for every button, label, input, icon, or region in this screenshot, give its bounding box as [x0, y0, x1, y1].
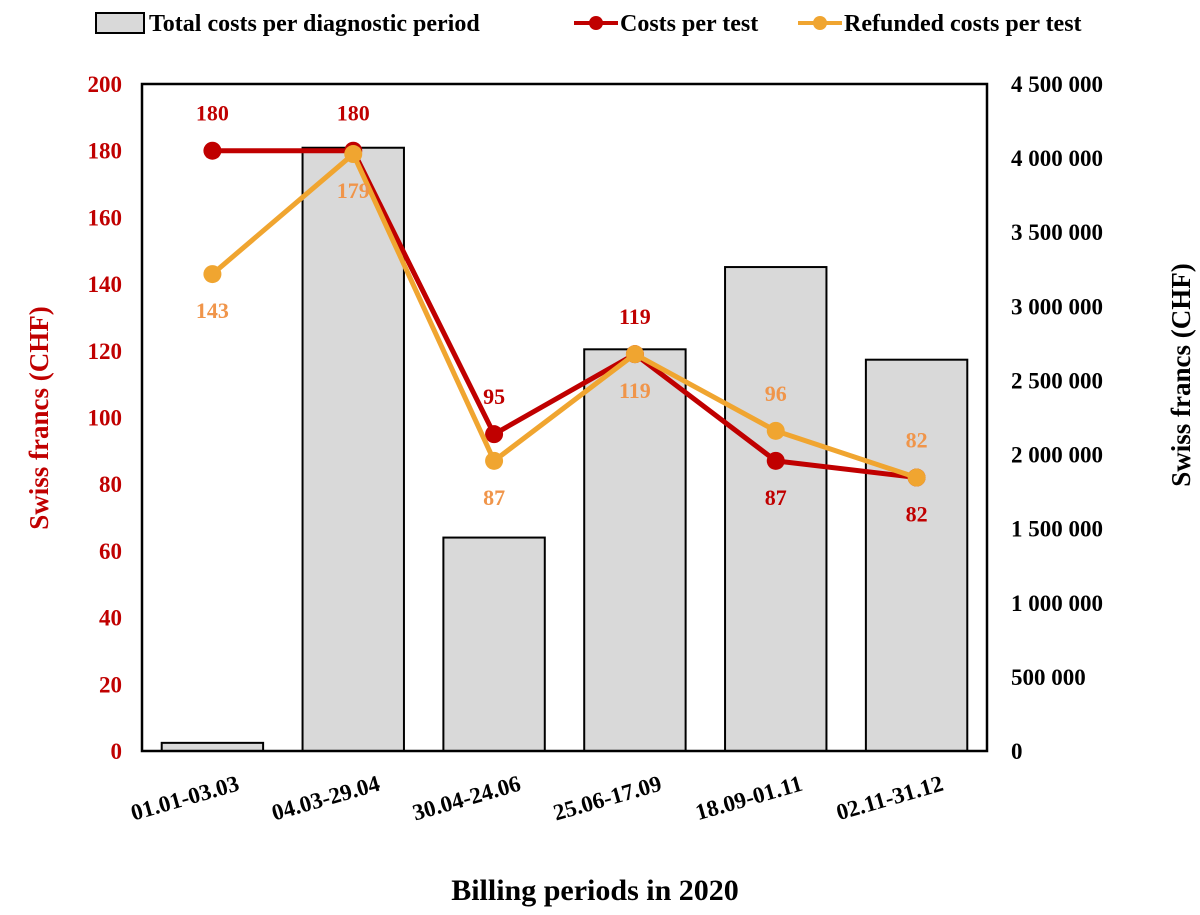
data-point — [203, 265, 222, 284]
y-tick-label-right: 2 000 000 — [1011, 443, 1103, 468]
y-tick-label-right: 4 500 000 — [1011, 72, 1103, 97]
y-tick-label-right: 2 500 000 — [1011, 368, 1103, 393]
y-tick-label-left: 20 — [99, 672, 122, 697]
legend-swatch-bars — [95, 12, 145, 34]
y-tick-label-left: 40 — [99, 606, 122, 631]
data-label: 179 — [337, 178, 370, 203]
x-tick-label: 18.09-01.11 — [693, 771, 806, 825]
y-tick-label-right: 0 — [1011, 739, 1023, 764]
legend-label: Total costs per diagnostic period — [149, 11, 480, 37]
data-label: 96 — [765, 381, 787, 406]
legend-label: Costs per test — [620, 11, 758, 37]
x-axis-title: Billing periods in 2020 — [451, 874, 739, 907]
data-label: 87 — [483, 485, 505, 510]
data-label: 119 — [619, 304, 651, 329]
legend-swatch-marker — [589, 16, 603, 30]
data-label: 82 — [906, 502, 928, 527]
data-label: 143 — [196, 298, 229, 323]
y-tick-label-left: 120 — [88, 339, 123, 364]
data-label: 95 — [483, 384, 505, 409]
bar-series — [160, 146, 969, 753]
legend: Total costs per diagnostic period Costs … — [95, 11, 1082, 37]
data-point — [766, 421, 785, 440]
bar — [864, 358, 969, 752]
line-costs-per-test — [212, 148, 917, 481]
y-tick-label-right: 500 000 — [1011, 665, 1086, 690]
data-point — [203, 141, 222, 160]
bar — [442, 536, 546, 752]
bar — [301, 146, 405, 753]
x-tick-label: 04.03-29.04 — [269, 771, 383, 826]
line-refunded-costs — [210, 151, 918, 480]
legend-label: Refunded costs per test — [844, 11, 1082, 37]
data-label: 180 — [337, 101, 370, 126]
data-point — [766, 451, 785, 470]
plot-area-frame — [140, 82, 989, 753]
legend-swatch-marker — [813, 16, 827, 30]
y-tick-label-left: 180 — [88, 139, 123, 164]
y-tick-label-left: 0 — [111, 739, 123, 764]
data-point — [485, 425, 504, 444]
bar — [583, 348, 687, 752]
legend-item-refunded-costs: Refunded costs per test — [798, 11, 1082, 37]
data-label: 119 — [619, 378, 651, 403]
y-axis-right: 0 500 000 1 000 000 1 500 000 2 000 000 2 500… — [1011, 72, 1103, 764]
x-tick-label: 01.01-03.03 — [128, 771, 242, 826]
line-series — [203, 141, 926, 487]
y-axis-left-title: Swiss francs (CHF) — [24, 306, 54, 530]
y-axis-right-title: Swiss francs (CHF) — [1166, 263, 1196, 487]
y-tick-label-left: 160 — [88, 205, 123, 230]
data-point — [625, 345, 644, 364]
y-tick-label-right: 3 500 000 — [1011, 220, 1103, 245]
data-label: 180 — [196, 101, 229, 126]
data-point — [907, 468, 926, 487]
y-tick-label-left: 60 — [99, 539, 122, 564]
data-labels: 180 180 95 119 87 82 143 179 87 119 96 82 — [196, 101, 928, 527]
x-tick-label: 25.06-17.09 — [551, 771, 665, 826]
bar — [724, 266, 828, 752]
y-axis-left: 0 20 40 60 80 100 120 140 160 180 200 — [88, 72, 123, 764]
data-point — [485, 451, 504, 470]
data-label: 82 — [906, 428, 928, 453]
x-axis: 01.01-03.03 04.03-29.04 30.04-24.06 25.06-1… — [128, 771, 946, 826]
y-tick-label-left: 200 — [88, 72, 123, 97]
legend-item-costs-per-test: Costs per test — [574, 11, 758, 37]
y-tick-label-right: 4 000 000 — [1011, 146, 1103, 171]
data-point — [344, 145, 363, 164]
data-label: 87 — [765, 485, 787, 510]
y-tick-label-right: 3 000 000 — [1011, 294, 1103, 319]
x-tick-label: 02.11-31.12 — [833, 771, 946, 825]
x-tick-label: 30.04-24.06 — [410, 771, 524, 826]
y-tick-label-left: 140 — [88, 272, 123, 297]
y-tick-label-left: 100 — [88, 406, 123, 431]
legend-item-total-costs: Total costs per diagnostic period — [95, 11, 480, 37]
y-tick-label-left: 80 — [99, 472, 122, 497]
y-tick-label-right: 1 000 000 — [1011, 591, 1103, 616]
y-tick-label-right: 1 500 000 — [1011, 517, 1103, 542]
